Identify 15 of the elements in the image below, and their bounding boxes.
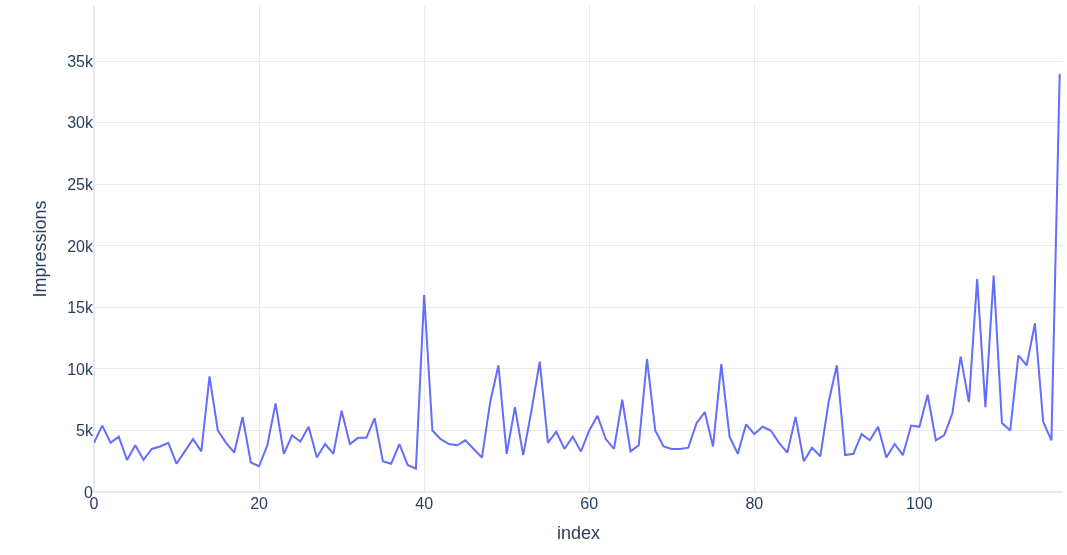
y-tick-label: 10k: [67, 360, 94, 378]
x-tick-label: 40: [415, 495, 434, 512]
x-axis-title: index: [556, 523, 601, 544]
y-tick-label: 5k: [76, 422, 94, 440]
line-series: [94, 72, 1061, 470]
y-tick-label: 35k: [67, 52, 94, 70]
y-axis-title: Impressions: [30, 200, 51, 298]
x-tick-label: 100: [906, 495, 933, 512]
x-tick-label: 80: [745, 495, 764, 512]
y-tick-label: 30k: [67, 114, 94, 132]
x-tick-label: 60: [580, 495, 599, 512]
y-tick-label: 25k: [67, 176, 94, 194]
y-tick-label: 15k: [67, 299, 94, 317]
y-tick-label: 20k: [67, 237, 94, 255]
x-tick-label: 20: [250, 495, 269, 512]
